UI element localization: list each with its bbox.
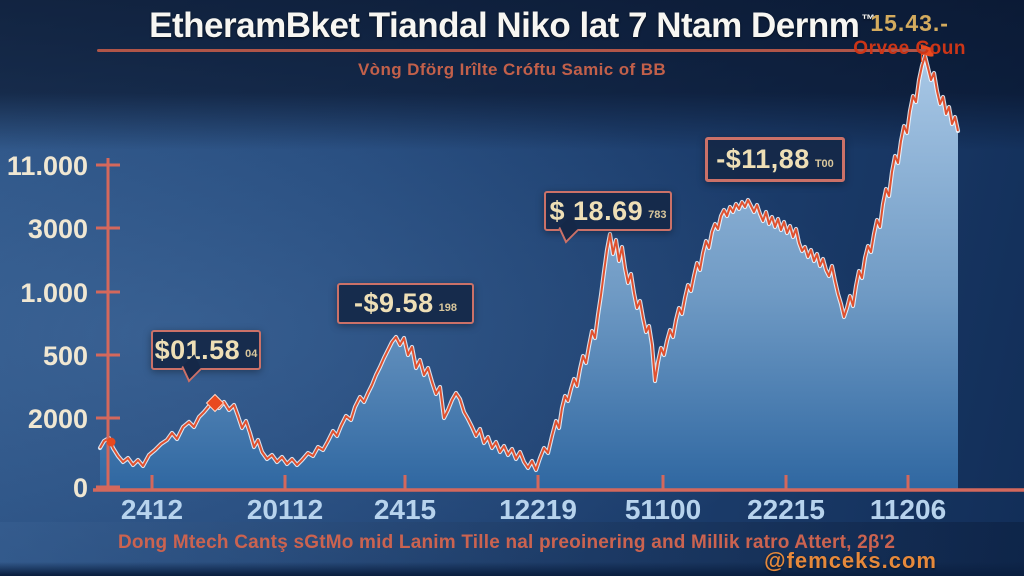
header: EtheramBket Tiandal Niko lat 7 Ntam Dern… <box>0 0 1024 80</box>
y-tick-label: 0 <box>73 473 88 503</box>
callout-suffix: 198 <box>438 301 457 314</box>
corner-price: 15.43.- <box>870 10 949 36</box>
callout-value: -$9.58 <box>354 288 434 318</box>
callout-suffix: 04 <box>245 348 258 360</box>
flag-icon: ⚑ <box>916 40 938 68</box>
title-underline <box>97 49 927 52</box>
corner-price-label: Orvee Coun <box>853 38 966 59</box>
callout-suffix: 783 <box>648 209 667 221</box>
price-callout-1: $01.58 04 <box>151 330 261 370</box>
diamond-marker <box>205 393 225 413</box>
callout-value: $01.58 <box>154 334 241 365</box>
y-tick-label: 11.000 <box>7 151 88 181</box>
trademark-symbol: ™ <box>861 11 875 28</box>
dot-marker <box>106 437 116 447</box>
top-shade-band <box>0 0 1024 150</box>
footer-note: Dong Mtech Cantş sGtMo mid Lanim Tille n… <box>118 532 896 553</box>
x-tick-label: 2415 <box>374 494 436 525</box>
y-tick-label: 2000 <box>28 404 88 434</box>
x-tick-label: 22215 <box>747 494 825 525</box>
page-title: EtheramBket Tiandal Niko lat 7 Ntam Dern… <box>149 6 875 45</box>
x-tick-label: 51100 <box>625 494 701 525</box>
price-callout-3: $ 18.69 783 <box>544 191 672 231</box>
price-line <box>99 55 959 471</box>
x-tick-label: 11206 <box>870 494 946 525</box>
page-subtitle: Vòng Dförg Irîlte Cróftu Samic of BB <box>357 60 667 79</box>
callout-value: -$11,88 <box>716 144 810 174</box>
price-callout-4: -$11,88 T00 <box>705 137 845 182</box>
x-tick-label: 2412 <box>121 494 183 525</box>
y-tick-label: 1.000 <box>20 278 88 308</box>
y-tick-label: 3000 <box>28 214 88 244</box>
bottom-edge-strip <box>0 562 1024 576</box>
callout-suffix: T00 <box>814 157 834 170</box>
area-fill <box>100 56 958 490</box>
corner-quote: 15.43.- Orvee Coun <box>853 10 966 60</box>
x-tick-label: 20112 <box>247 494 323 525</box>
callout-value: $ 18.69 <box>549 195 644 226</box>
y-tick-label: 500 <box>43 341 88 371</box>
x-tick-label: 12219 <box>499 494 577 525</box>
watermark: @femceks.com <box>764 548 937 573</box>
price-callout-2: -$9.58 198 <box>337 283 474 324</box>
